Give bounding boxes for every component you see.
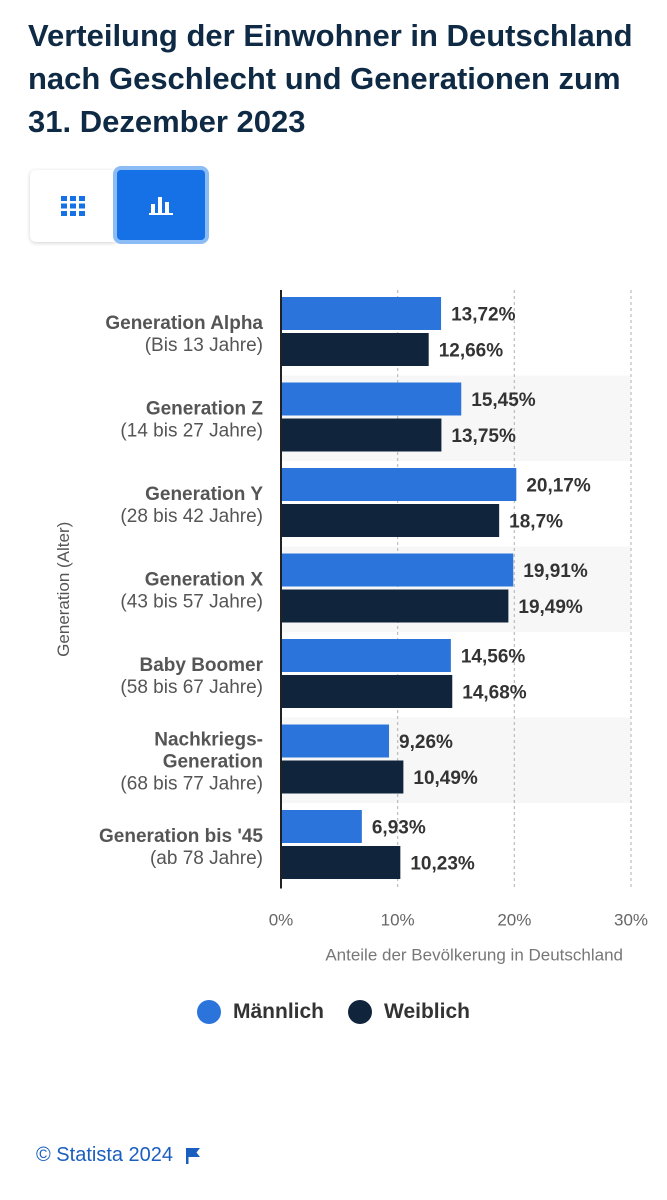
legend-label-male: Männlich [233, 1000, 325, 1023]
data-label: 12,66% [439, 341, 504, 362]
bar-female [281, 504, 500, 537]
source-link[interactable]: © Statista 2024 [36, 1144, 174, 1166]
bar-female [281, 760, 404, 794]
bar-female [281, 589, 509, 623]
data-label: 15,45% [471, 390, 536, 411]
bar-chart-icon [149, 197, 173, 215]
x-axis-title: Anteile der Bevölkerung in Deutschland [325, 946, 623, 965]
data-label: 10,49% [413, 768, 478, 789]
legend-item-female[interactable]: Weiblich [348, 1000, 470, 1024]
bar-male [281, 810, 362, 843]
category-label: Generation bis '45 [99, 826, 263, 847]
grid-icon [61, 196, 85, 216]
bar-male [281, 297, 442, 330]
flag-icon[interactable] [185, 1147, 201, 1165]
category-label: Generation Z [146, 398, 264, 419]
legend-dot-female [348, 1000, 373, 1024]
category-range-label: (58 bis 67 Jahre) [120, 677, 263, 698]
category-label: Baby Boomer [139, 655, 263, 676]
data-label: 14,68% [462, 683, 527, 704]
footer: © Statista 2024 [36, 1144, 201, 1167]
bar-male [281, 724, 390, 758]
category-range-label: (ab 78 Jahre) [150, 848, 263, 869]
data-label: 18,7% [509, 512, 563, 533]
data-label: 19,49% [518, 597, 583, 618]
data-label: 14,56% [461, 647, 526, 668]
bar-chart: 13,72% 12,66% Generation Alpha(Bis 13 Jahr… [54, 290, 648, 965]
data-label: 13,72% [451, 305, 516, 326]
bar-female [281, 333, 429, 366]
chart-view-button[interactable] [113, 166, 209, 244]
data-label: 9,26% [399, 732, 453, 753]
data-label: 20,17% [526, 476, 591, 497]
category-range-label: (68 bis 77 Jahre) [120, 773, 263, 794]
data-label: 6,93% [372, 818, 426, 839]
category-range-label: (14 bis 27 Jahre) [120, 420, 263, 441]
category-label: Generation X [145, 569, 264, 590]
data-label: 19,91% [523, 561, 588, 582]
category-label: Generation [163, 751, 263, 772]
category-label: Generation Alpha [105, 313, 263, 334]
legend: Männlich Weiblich [0, 1000, 667, 1024]
x-tick-label: 10% [381, 911, 415, 930]
x-tick-label: 0% [269, 911, 294, 930]
category-range-label: (28 bis 42 Jahre) [120, 506, 263, 527]
data-label: 13,75% [451, 426, 516, 447]
bar-male [281, 382, 462, 416]
bar-male [281, 639, 451, 672]
legend-label-female: Weiblich [384, 1000, 470, 1023]
legend-dot-male [197, 1000, 221, 1024]
category-label: Generation Y [145, 484, 263, 505]
bar-male [281, 468, 517, 501]
category-label: Nachkriegs- [154, 729, 263, 750]
category-range-label: (43 bis 57 Jahre) [120, 591, 263, 612]
x-tick-label: 20% [497, 911, 531, 930]
x-tick-label: 30% [614, 911, 648, 930]
bar-female [281, 846, 401, 879]
bar-male [281, 553, 514, 587]
category-range-label: (Bis 13 Jahre) [145, 335, 263, 356]
bar-female [281, 418, 442, 452]
legend-item-male[interactable]: Männlich [197, 1000, 324, 1024]
chart-title: Verteilung der Einwohner in Deutschland … [28, 18, 633, 139]
data-label: 10,23% [410, 854, 475, 875]
bar-female [281, 675, 453, 708]
table-view-button[interactable] [30, 170, 116, 242]
y-axis-title: Generation (Alter) [54, 522, 73, 657]
